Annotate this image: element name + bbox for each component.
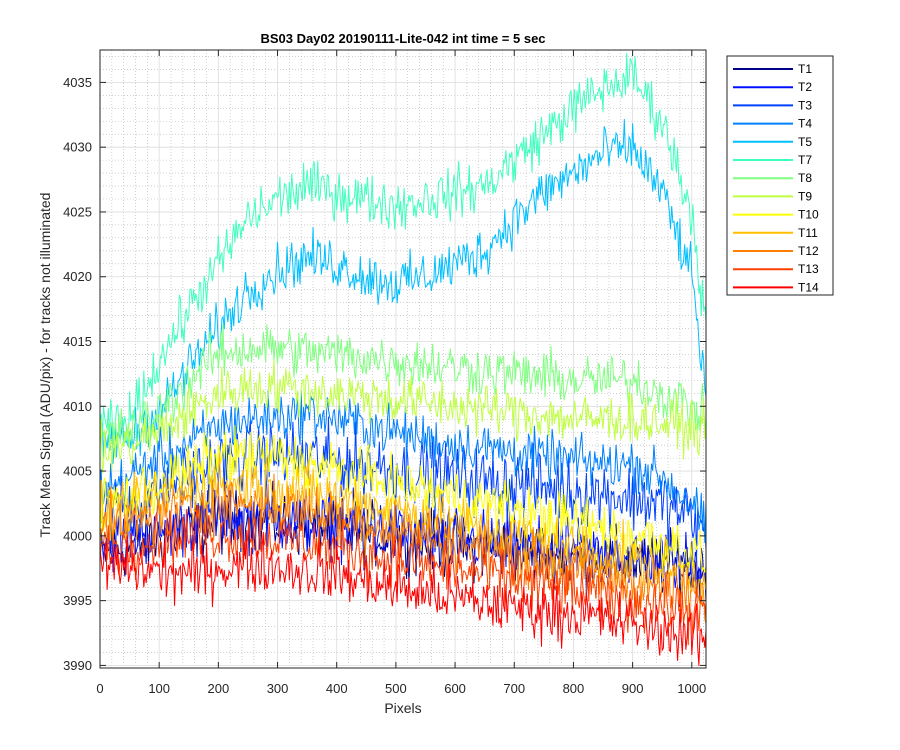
series-group	[100, 52, 706, 666]
x-tick-label: 400	[326, 681, 348, 696]
x-tick-label: 200	[208, 681, 230, 696]
ticks: 0 100 200 300 400 500 600 700 800 900 1000 3990 3995…	[63, 50, 706, 696]
legend-label-t7: T7	[798, 153, 812, 167]
y-tick-label: 4035	[63, 75, 92, 90]
x-tick-label: 0	[96, 681, 103, 696]
y-tick-label: 4010	[63, 399, 92, 414]
series-line-t5	[100, 119, 706, 464]
legend-label-t11: T11	[798, 226, 818, 240]
y-tick-label: 4025	[63, 204, 92, 219]
legend-label-t13: T13	[798, 262, 819, 276]
legend-box	[726, 55, 834, 296]
x-tick-label: 300	[267, 681, 289, 696]
series-line-t10	[100, 425, 706, 574]
legend-label-t1: T1	[798, 62, 812, 76]
x-axis-label: Pixels	[384, 700, 421, 716]
axes-frame	[99, 49, 707, 669]
legend-label-t2: T2	[798, 80, 812, 94]
x-tick-label: 1000	[677, 681, 706, 696]
legend: T1 T2 T3 T4 T5 T7 T8 T9 T10 T11 T12 T13 T14	[726, 55, 834, 296]
series-line-t12	[100, 473, 706, 624]
y-tick-label: 4005	[63, 464, 92, 479]
series-line-t8	[100, 324, 706, 449]
y-tick-label: 4000	[63, 528, 92, 543]
series-line-t9	[100, 359, 706, 474]
x-tick-label: 100	[148, 681, 170, 696]
legend-label-t10: T10	[798, 208, 819, 222]
series-line-t14	[100, 530, 706, 666]
series-line-t7	[100, 52, 706, 448]
y-axis-label: Track Mean Signal (ADU/pix) - for tracks…	[37, 193, 53, 538]
x-tick-label: 900	[622, 681, 644, 696]
y-tick-label: 3990	[63, 658, 92, 673]
plot-area	[100, 52, 706, 666]
legend-label-t14: T14	[798, 280, 819, 294]
x-tick-label: 600	[444, 681, 466, 696]
series-line-t4	[100, 390, 706, 543]
x-tick-label: 800	[563, 681, 585, 696]
legend-label-t3: T3	[798, 98, 812, 112]
legend-label-t9: T9	[798, 189, 812, 203]
x-tick-label: 700	[503, 681, 525, 696]
legend-label-t12: T12	[798, 244, 819, 258]
legend-label-t8: T8	[798, 171, 812, 185]
chart-title: BS03 Day02 20190111-Lite-042 int time = …	[260, 31, 545, 46]
legend-label-t5: T5	[798, 135, 812, 149]
series-line-t11	[100, 453, 706, 605]
y-tick-label: 3995	[63, 593, 92, 608]
x-tick-label: 500	[385, 681, 407, 696]
legend-label-t4: T4	[798, 117, 812, 131]
series-line-t3	[100, 416, 706, 560]
y-tick-label: 4015	[63, 334, 92, 349]
y-tick-label: 4020	[63, 269, 92, 284]
series-line-t13	[100, 505, 706, 646]
y-tick-label: 4030	[63, 140, 92, 155]
